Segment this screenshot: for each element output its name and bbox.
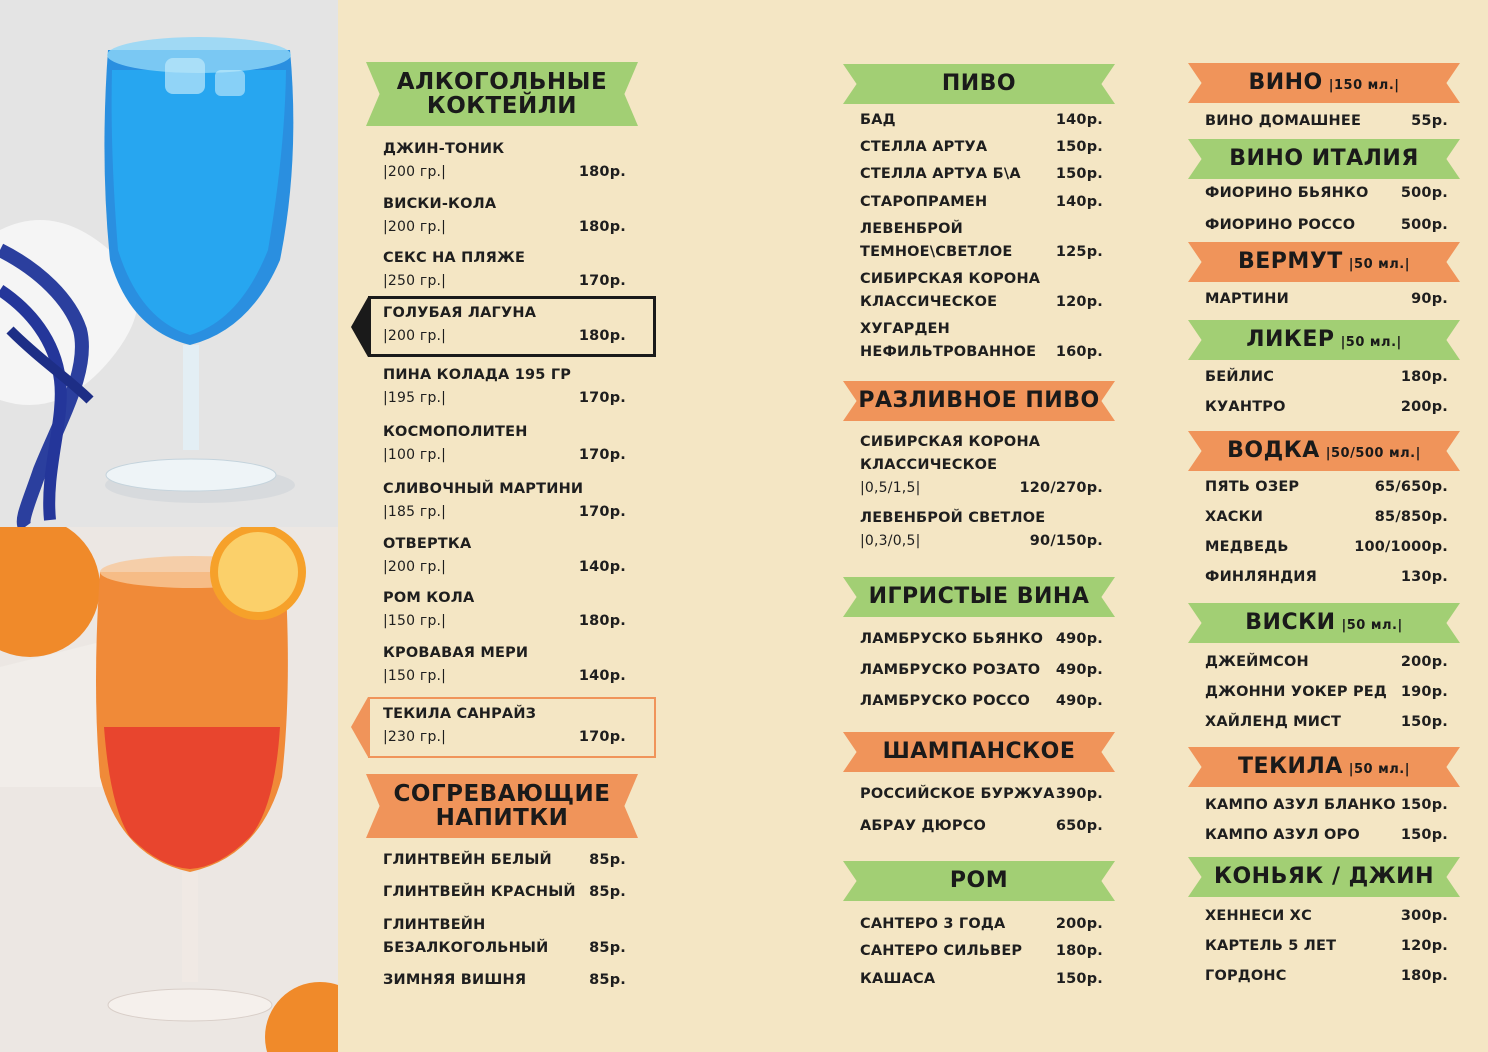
highlight-box-blue-lagoon (368, 296, 656, 357)
blue-cocktail-illustration (0, 0, 338, 527)
blue-lagoon-photo (0, 0, 338, 527)
menu-item: ДЖОННИ УОКЕР РЕД 190р. (1205, 684, 1448, 700)
orange-cocktail-illustration (0, 527, 338, 1052)
banner-cognac-gin: КОНЬЯК / ДЖИН (1188, 857, 1460, 897)
banner-whisky: ВИСКИ |50 мл.| (1188, 603, 1460, 643)
menu-item: АБРАУ ДЮРСО 650р. (860, 818, 1103, 834)
menu-item: КРОВАВАЯ МЕРИ |150 гр.| 140р. (383, 645, 626, 684)
banner-champagne: ШАМПАНСКОЕ (843, 732, 1115, 772)
menu-item: САНТЕРО СИЛЬВЕР 180р. (860, 943, 1103, 959)
banner-liqueur: ЛИКЕР |50 мл.| (1188, 320, 1460, 360)
menu-item: РОССИЙСКОЕ БУРЖУА 390р. (860, 786, 1103, 802)
menu-item: ВИНО ДОМАШНЕЕ 55р. (1205, 113, 1448, 129)
menu-item: ЗИМНЯЯ ВИШНЯ 85р. (383, 972, 626, 988)
highlight-arrow (351, 297, 368, 357)
highlight-arrow (351, 697, 368, 757)
banner-vodka: ВОДКА |50/500 мл.| (1188, 431, 1460, 471)
menu-item: САНТЕРО 3 ГОДА 200р. (860, 916, 1103, 932)
menu-item: КОСМОПОЛИТЕН |100 гр.| 170р. (383, 424, 626, 463)
menu-item: КАШАСА 150р. (860, 971, 1103, 987)
menu-item: ГОЛУБАЯ ЛАГУНА |200 гр.| 180р. (383, 305, 626, 344)
menu-item: ЛЕВЕНБРОЙ СВЕТЛОЕ |0,3/0,5| 90/150р. (860, 510, 1103, 549)
menu-item: ЛЕВЕНБРОЙ ТЕМНОЕ\СВЕТЛОЕ 125р. (860, 221, 1103, 260)
menu-item: КАМПО АЗУЛ ОРО 150р. (1205, 827, 1448, 843)
menu-item: КАРТЕЛЬ 5 ЛЕТ 120р. (1205, 938, 1448, 954)
menu-item: СТАРОПРАМЕН 140р. (860, 194, 1103, 210)
menu-item: ФИНЛЯНДИЯ 130р. (1205, 569, 1448, 585)
banner-rum: РОМ (843, 861, 1115, 901)
menu-item: ГЛИНТВЕЙН КРАСНЫЙ 85р. (383, 884, 626, 900)
banner-beer: ПИВО (843, 64, 1115, 104)
menu-item: ХУГАРДЕН НЕФИЛЬТРОВАННОЕ 160р. (860, 321, 1103, 360)
menu-item: МЕДВЕДЬ 100/1000р. (1205, 539, 1448, 555)
menu-item: МАРТИНИ 90р. (1205, 291, 1448, 307)
menu-item: ПЯТЬ ОЗЕР 65/650р. (1205, 479, 1448, 495)
highlight-box-tequila-sunrise (368, 697, 656, 758)
menu-item: ФИОРИНО БЬЯНКО 500р. (1205, 185, 1448, 201)
menu-item: ЛАМБРУСКО РОССО 490р. (860, 693, 1103, 709)
menu-item: ХАЙЛЕНД МИСТ 150р. (1205, 714, 1448, 730)
menu-item: ТЕКИЛА САНРАЙЗ |230 гр.| 170р. (383, 706, 626, 745)
menu-item: БЕЙЛИС 180р. (1205, 369, 1448, 385)
tequila-sunrise-photo (0, 527, 338, 1052)
menu-item: ФИОРИНО РОССО 500р. (1205, 217, 1448, 233)
banner-vermouth: ВЕРМУТ |50 мл.| (1188, 242, 1460, 282)
menu-item: ЛАМБРУСКО БЬЯНКО 490р. (860, 631, 1103, 647)
banner-draft-beer: РАЗЛИВНОЕ ПИВО (843, 381, 1115, 421)
menu-item: ПИНА КОЛАДА 195 ГР |195 гр.| 170р. (383, 367, 626, 406)
menu-item: СЛИВОЧНЫЙ МАРТИНИ |185 гр.| 170р. (383, 481, 626, 520)
banner-wine-italy: ВИНО ИТАЛИЯ (1188, 139, 1460, 179)
banner-cocktails: АЛКОГОЛЬНЫЕ КОКТЕЙЛИ (366, 62, 638, 126)
menu-item: ХАСКИ 85/850р. (1205, 509, 1448, 525)
menu-item: ГОРДОНС 180р. (1205, 968, 1448, 984)
menu-item: КАМПО АЗУЛ БЛАНКО 150р. (1205, 797, 1448, 813)
banner-tequila: ТЕКИЛА |50 мл.| (1188, 747, 1460, 787)
banner-wine: ВИНО |150 мл.| (1188, 63, 1460, 103)
menu-item: СИБИРСКАЯ КОРОНА КЛАССИЧЕСКОЕ |0,5/1,5| 120… (860, 434, 1103, 496)
banner-sparkling-wine: ИГРИСТЫЕ ВИНА (843, 577, 1115, 617)
menu-item: СИБИРСКАЯ КОРОНА КЛАССИЧЕСКОЕ 120р. (860, 271, 1103, 310)
menu-item: ХЕННЕСИ ХС 300р. (1205, 908, 1448, 924)
menu-item: ОТВЕРТКА |200 гр.| 140р. (383, 536, 626, 575)
menu-item: СТЕЛЛА АРТУА 150р. (860, 139, 1103, 155)
menu-item: КУАНТРО 200р. (1205, 399, 1448, 415)
menu-item: ВИСКИ-КОЛА |200 гр.| 180р. (383, 196, 626, 235)
menu-item: ЛАМБРУСКО РОЗАТО 490р. (860, 662, 1103, 678)
menu-item: ДЖЕЙМСОН 200р. (1205, 654, 1448, 670)
menu-item: ГЛИНТВЕЙН БЕЗАЛКОГОЛЬНЫЙ 85р. (383, 917, 626, 956)
menu-item: БАД 140р. (860, 112, 1103, 128)
menu-item: СЕКС НА ПЛЯЖЕ |250 гр.| 170р. (383, 250, 626, 289)
menu-item: ДЖИН-ТОНИК |200 гр.| 180р. (383, 141, 626, 180)
menu-item: РОМ КОЛА |150 гр.| 180р. (383, 590, 626, 629)
menu-item: ГЛИНТВЕЙН БЕЛЫЙ 85р. (383, 852, 626, 868)
banner-warm-drinks: СОГРЕВАЮЩИЕ НАПИТКИ (366, 774, 638, 838)
menu-item: СТЕЛЛА АРТУА Б\А 150р. (860, 166, 1103, 182)
